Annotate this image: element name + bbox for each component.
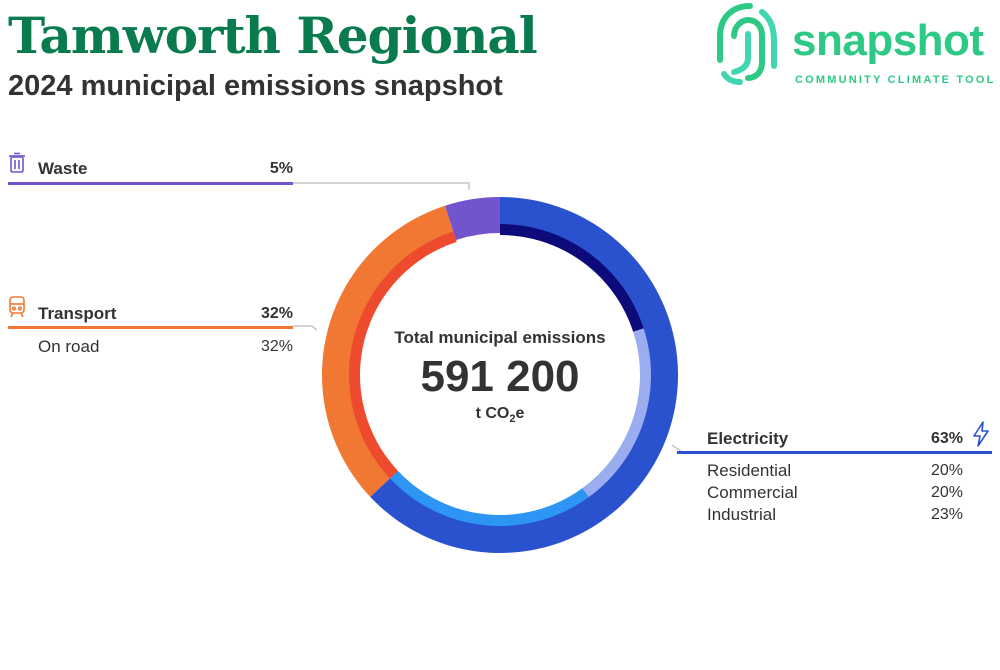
donut-inner-slice-residential xyxy=(500,224,644,332)
donut-inner-slice-industrial xyxy=(389,470,589,526)
donut-outer-slice-electricity xyxy=(370,197,678,553)
legend-residential-percent: 20% xyxy=(930,462,963,479)
legend-transport-percent: 32% xyxy=(260,305,293,322)
legend-commercial-label: Commercial xyxy=(707,483,798,502)
legend-transport-label: Transport xyxy=(38,304,117,323)
page-title: Tamworth Regional xyxy=(8,6,538,65)
legend-on-road-label: On road xyxy=(38,337,100,356)
legend-on-road-percent: 32% xyxy=(260,338,293,355)
logo-wordmark: snapshot xyxy=(792,16,984,65)
connector-waste xyxy=(293,182,470,190)
legend-industrial-percent: 23% xyxy=(930,506,963,523)
legend-commercial-percent: 20% xyxy=(930,484,963,501)
legend-waste-label: Waste xyxy=(38,159,88,178)
legend-electricity-label: Electricity xyxy=(707,429,789,448)
legend-transport-rule xyxy=(8,326,293,329)
donut-outer-slice-transport xyxy=(321,205,457,497)
unit-prefix: t CO xyxy=(475,405,510,422)
page-subtitle: 2024 municipal emissions snapshot xyxy=(8,70,503,102)
unit-suffix: e xyxy=(515,405,525,422)
total-value: 591 200 xyxy=(420,352,580,401)
train-icon xyxy=(9,296,25,318)
snapshot-logo: snapshot COMMUNITY CLIMATE TOOL xyxy=(712,0,1000,95)
connector-transport xyxy=(293,325,318,331)
donut-inner-slice-commercial xyxy=(582,328,651,498)
legend-waste-rule xyxy=(8,182,293,185)
legend-residential-label: Residential xyxy=(707,461,792,480)
total-label: Total municipal emissions xyxy=(394,328,606,347)
unit-subscript: 2 xyxy=(509,413,516,426)
fingerprint-icon xyxy=(717,3,777,85)
trash-icon xyxy=(9,152,25,173)
lightning-icon xyxy=(973,421,989,447)
legend-electricity-percent: 63% xyxy=(930,430,963,447)
legend-industrial-label: Industrial xyxy=(707,505,776,524)
logo-tagline: COMMUNITY CLIMATE TOOL xyxy=(795,74,996,86)
total-unit: t CO2e xyxy=(380,405,620,425)
legend-waste-percent: 5% xyxy=(269,160,293,177)
legend-electricity-rule xyxy=(677,451,992,454)
donut-outer-slice-waste xyxy=(444,197,500,240)
donut-inner-slice-on-road xyxy=(349,231,457,479)
